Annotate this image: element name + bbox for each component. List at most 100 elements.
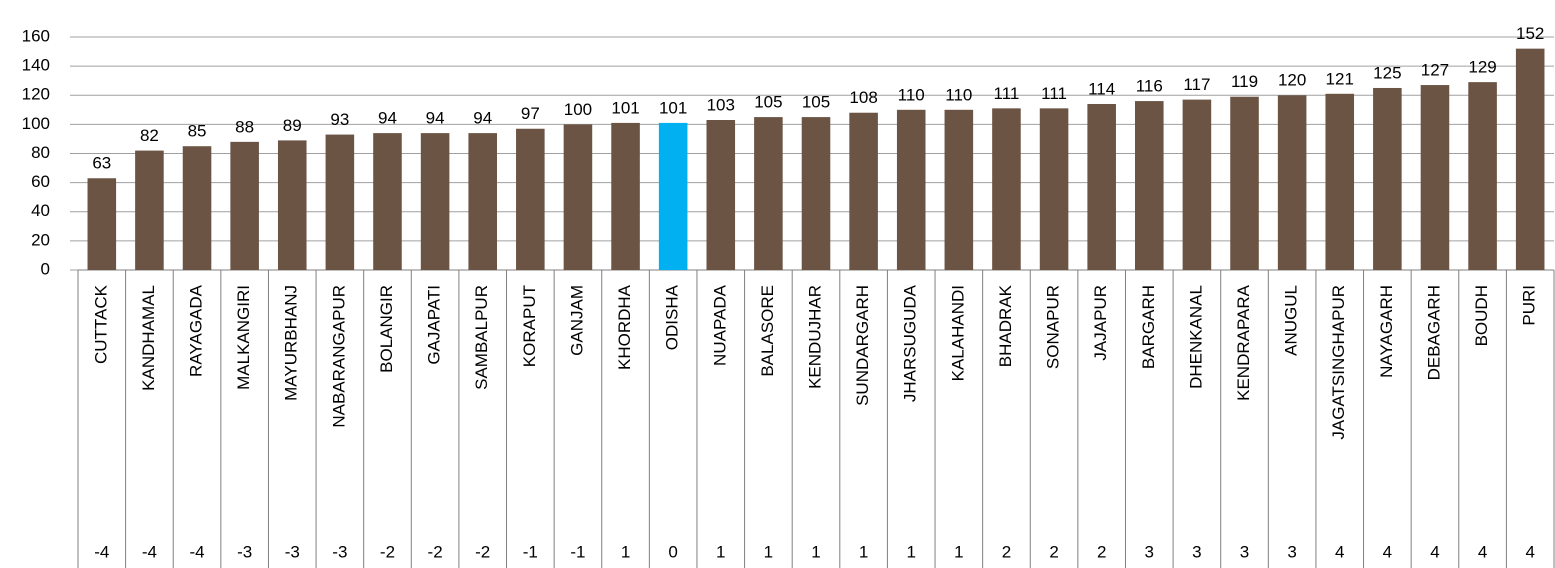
bar xyxy=(896,109,926,270)
x-tick-label: RAYAGADA xyxy=(187,284,206,377)
x-tick-label: GANJAM xyxy=(567,285,586,356)
x-tick-label: CUTTACK xyxy=(91,284,110,364)
x-tick-label: KANDHAMAL xyxy=(139,285,158,391)
value-label: 117 xyxy=(1183,75,1210,94)
bar xyxy=(277,140,307,270)
bar xyxy=(325,134,355,270)
value-label: 97 xyxy=(521,104,540,123)
bar xyxy=(611,122,640,270)
value-label: 101 xyxy=(659,98,687,117)
bar xyxy=(1087,103,1116,270)
value-label: 100 xyxy=(564,100,592,119)
row-value: 2 xyxy=(1002,542,1011,561)
bar xyxy=(1420,85,1450,271)
bar xyxy=(1182,99,1212,271)
value-label: 101 xyxy=(611,98,639,117)
bar xyxy=(1277,95,1307,270)
x-tick-label: BOUDH xyxy=(1472,285,1491,346)
value-label: 110 xyxy=(945,85,972,104)
x-tick-label: KALAHANDI xyxy=(948,285,967,381)
bar xyxy=(1135,101,1164,270)
row-value: 1 xyxy=(621,542,630,561)
value-label: 94 xyxy=(473,109,492,128)
x-tick-label: SUNDARGARH xyxy=(853,285,872,406)
x-tick-label: KORAPUT xyxy=(520,285,539,367)
value-label: 152 xyxy=(1516,24,1544,43)
bar xyxy=(1468,82,1497,270)
x-tick-label: ANUGUL xyxy=(1282,285,1301,356)
x-tick-label: MALKANGIRI xyxy=(234,285,253,390)
x-tick-label: JAJAPUR xyxy=(1091,285,1110,361)
value-label: 116 xyxy=(1136,77,1163,96)
bar xyxy=(1373,87,1402,270)
row-value: 1 xyxy=(764,542,773,561)
row-value: -1 xyxy=(570,542,585,561)
value-label: 114 xyxy=(1088,79,1115,98)
row-value: -4 xyxy=(94,542,109,561)
bar xyxy=(135,150,164,270)
value-label: 111 xyxy=(1041,84,1067,103)
row-value: 2 xyxy=(1049,542,1058,561)
y-tick-label: 140 xyxy=(22,56,50,75)
row-value: 3 xyxy=(1145,542,1154,561)
bar xyxy=(849,112,878,270)
x-tick-label: KHORDHA xyxy=(615,284,634,370)
row-value: 3 xyxy=(1287,542,1296,561)
value-label: 63 xyxy=(92,154,111,173)
y-tick-label: 0 xyxy=(41,259,50,278)
bar xyxy=(801,117,831,270)
bar xyxy=(373,133,402,270)
x-tick-label: DHENKANAL xyxy=(1186,285,1205,389)
bar xyxy=(516,128,545,270)
bar xyxy=(1230,96,1259,270)
x-tick-label: ODISHA xyxy=(663,284,682,350)
value-label: 108 xyxy=(849,88,877,107)
x-tick-label: PURI xyxy=(1520,285,1539,326)
row-value: 4 xyxy=(1383,542,1392,561)
value-label: 82 xyxy=(140,126,159,145)
bar xyxy=(1515,48,1545,271)
value-label: 89 xyxy=(283,116,302,135)
x-tick-label: BALASORE xyxy=(758,285,777,377)
value-label: 85 xyxy=(188,122,207,141)
value-label: 105 xyxy=(754,93,782,112)
x-tick-label: SAMBALPUR xyxy=(472,285,491,390)
bar xyxy=(87,178,117,270)
y-tick-label: 80 xyxy=(31,143,50,162)
row-value: 1 xyxy=(859,542,868,561)
value-label: 121 xyxy=(1326,69,1354,88)
x-tick-label: BOLANGIR xyxy=(377,285,396,373)
x-tick-label: JAGATSINGHAPUR xyxy=(1329,285,1348,440)
x-tick-label: GAJAPATI xyxy=(425,285,444,365)
bar xyxy=(944,109,974,270)
bar xyxy=(706,120,736,270)
y-tick-label: 100 xyxy=(22,114,50,133)
row-value: -3 xyxy=(285,542,300,561)
value-label: 120 xyxy=(1278,71,1306,90)
value-label: 93 xyxy=(330,110,349,129)
bar xyxy=(468,133,497,270)
value-label: 88 xyxy=(235,117,254,136)
row-value: 4 xyxy=(1430,542,1439,561)
x-tick-label: NUAPADA xyxy=(710,284,729,366)
value-label: 111 xyxy=(994,84,1020,103)
value-label: 94 xyxy=(378,109,397,128)
value-label: 127 xyxy=(1421,61,1449,80)
value-label: 105 xyxy=(802,93,830,112)
row-value: -1 xyxy=(523,542,538,561)
value-label: 103 xyxy=(707,95,735,114)
value-label: 119 xyxy=(1231,72,1258,91)
row-value: -4 xyxy=(189,542,204,561)
value-label: 94 xyxy=(426,109,445,128)
x-tick-label: KENDRAPARA xyxy=(1234,284,1253,401)
row-value: 3 xyxy=(1192,542,1201,561)
bar xyxy=(658,122,688,270)
row-value: 4 xyxy=(1525,542,1534,561)
row-value: 1 xyxy=(906,542,915,561)
y-tick-label: 120 xyxy=(22,85,50,104)
bar xyxy=(1039,108,1069,270)
row-value: -2 xyxy=(380,542,395,561)
x-tick-label: KENDUJHAR xyxy=(805,285,824,389)
x-tick-label: SONAPUR xyxy=(1044,285,1063,369)
